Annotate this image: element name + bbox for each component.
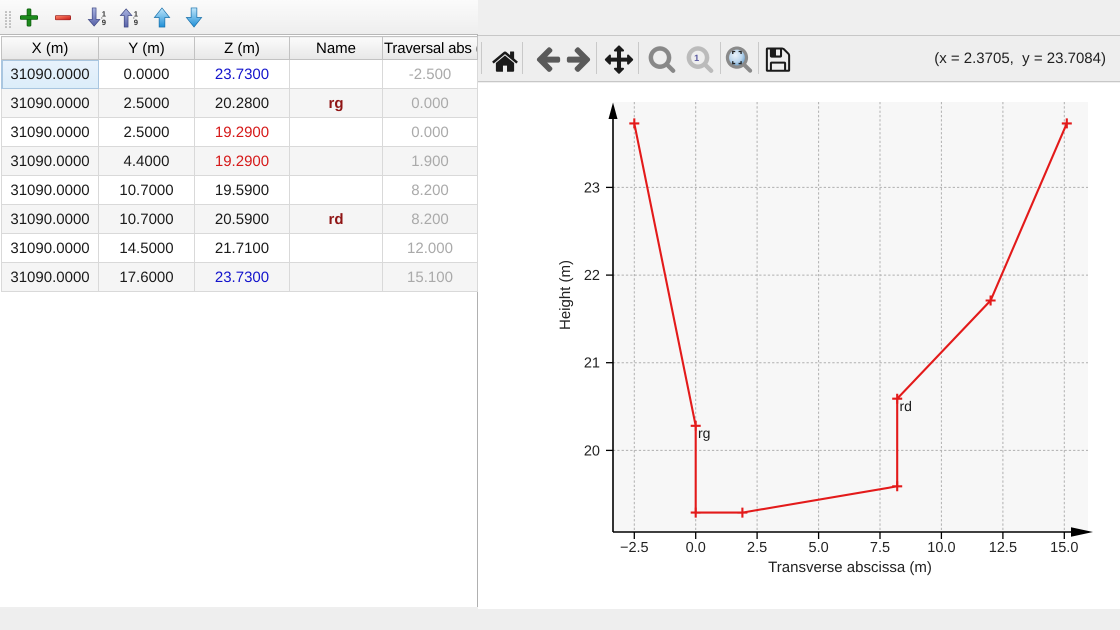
svg-text:Height (m): Height (m) (557, 260, 574, 330)
svg-text:rd: rd (900, 398, 912, 414)
svg-text:20: 20 (584, 443, 600, 459)
svg-text:Transverse abscissa (m): Transverse abscissa (m) (768, 559, 932, 576)
svg-text:0.0: 0.0 (686, 540, 706, 556)
svg-text:22: 22 (584, 268, 600, 284)
svg-text:1: 1 (102, 10, 107, 19)
svg-text:rg: rg (698, 425, 710, 441)
svg-text:21: 21 (584, 356, 600, 372)
svg-text:15.0: 15.0 (1050, 540, 1078, 556)
svg-text:23: 23 (584, 180, 600, 196)
svg-text:1: 1 (134, 10, 139, 19)
svg-text:−2.5: −2.5 (620, 540, 649, 556)
svg-text:9: 9 (134, 18, 139, 27)
svg-text:5.0: 5.0 (809, 540, 829, 556)
svg-text:12.5: 12.5 (989, 540, 1017, 556)
svg-text:10.0: 10.0 (927, 540, 955, 556)
svg-text:9: 9 (102, 18, 107, 27)
svg-text:7.5: 7.5 (870, 540, 890, 556)
svg-text:2.5: 2.5 (747, 540, 767, 556)
svg-text:1: 1 (694, 53, 699, 63)
